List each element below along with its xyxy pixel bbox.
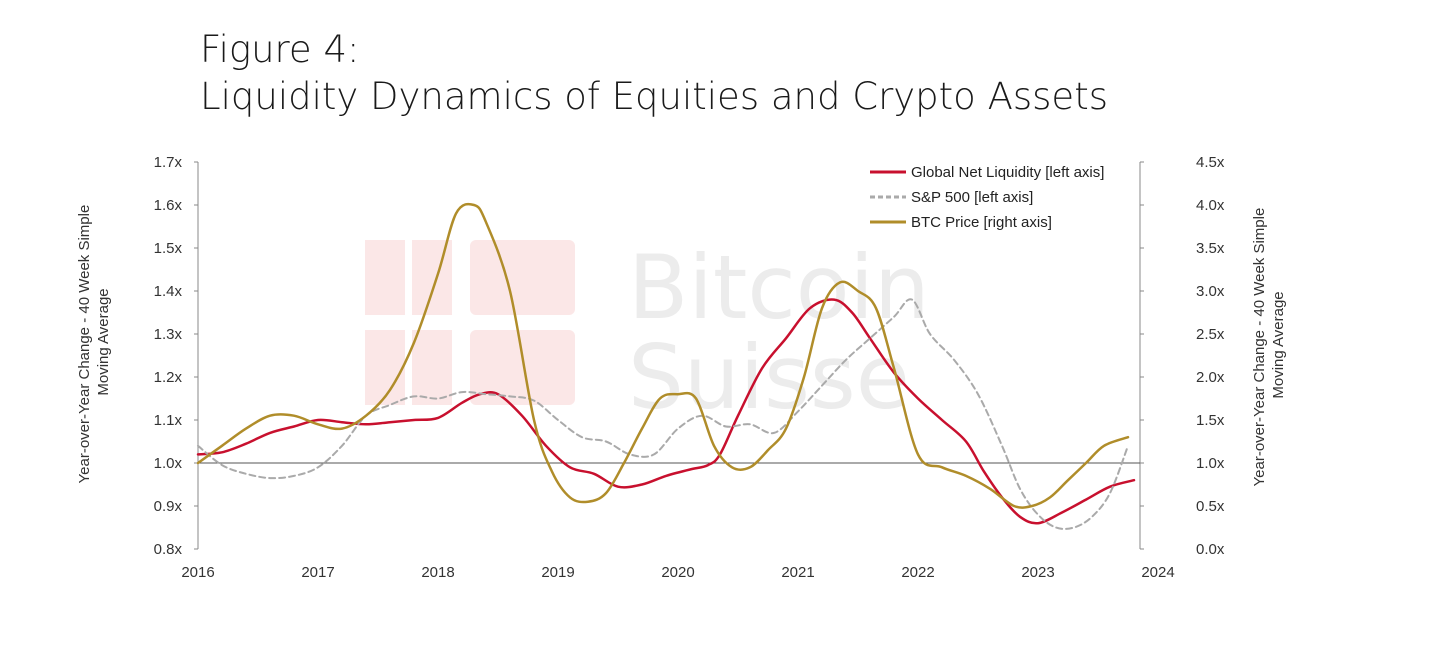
y-tick-left-label: 1.1x xyxy=(154,412,183,429)
y-tick-right-label: 1.5x xyxy=(1196,412,1225,429)
x-tick-label: 2019 xyxy=(541,564,574,581)
y-tick-right-label: 0.0x xyxy=(1196,541,1225,558)
y-tick-left-label: 1.2x xyxy=(154,369,183,386)
y-tick-right-label: 4.0x xyxy=(1196,197,1225,214)
y-tick-right-label: 3.0x xyxy=(1196,283,1225,300)
legend-label-sp500: S&P 500 [left axis] xyxy=(911,189,1033,206)
y-tick-left-label: 1.7x xyxy=(154,154,183,171)
y-tick-left-label: 1.6x xyxy=(154,197,183,214)
y-tick-left-label: 0.9x xyxy=(154,498,183,515)
series-line-btc xyxy=(196,202,1130,509)
y-tick-left-label: 1.5x xyxy=(154,240,183,257)
figure-heading: Liquidity Dynamics of Equities and Crypt… xyxy=(200,75,1108,118)
legend: Global Net Liquidity [left axis] S&P 500… xyxy=(870,164,1104,231)
x-tick-label: 2018 xyxy=(421,564,454,581)
series-line-sp500 xyxy=(197,298,1129,530)
legend-label-btc: BTC Price [right axis] xyxy=(911,214,1052,231)
x-tick-label: 2023 xyxy=(1021,564,1054,581)
y-tick-right-label: 1.0x xyxy=(1196,455,1225,472)
y-tick-right-label: 2.5x xyxy=(1196,326,1225,343)
y-axis-label-right: Year-over-Year Change - 40 Week Simple M… xyxy=(1251,204,1287,487)
y-tick-right-label: 0.5x xyxy=(1196,498,1225,515)
x-tick-label: 2017 xyxy=(301,564,334,581)
watermark-line-2: Suisse xyxy=(628,326,910,429)
y-tick-left-label: 0.8x xyxy=(154,541,183,558)
x-tick-label: 2020 xyxy=(661,564,694,581)
watermark-line-1: Bitcoin xyxy=(628,236,930,339)
y-axis-label-left: Year-over-Year Change - 40 Week Simple M… xyxy=(76,201,112,484)
axes: 0.8x 0.9x 1.0x 1.1x 1.2x 1.3x 1.4x 1.5x 1.6x 1.7x… xyxy=(154,154,1225,581)
figure-title: Figure 4: Liquidity Dynamics of Equities… xyxy=(200,26,1108,120)
figure-number: Figure 4: xyxy=(200,28,360,71)
x-tick-label: 2022 xyxy=(901,564,934,581)
series-line-liquidity xyxy=(196,298,1136,525)
x-tick-label: 2024 xyxy=(1141,564,1174,581)
y-tick-left-label: 1.3x xyxy=(154,326,183,343)
series-layer xyxy=(196,202,1136,530)
legend-label-liquidity: Global Net Liquidity [left axis] xyxy=(911,164,1104,181)
x-tick-label: 2021 xyxy=(781,564,814,581)
y-tick-right-label: 2.0x xyxy=(1196,369,1225,386)
y-tick-right-label: 3.5x xyxy=(1196,240,1225,257)
y-tick-left-label: 1.4x xyxy=(154,283,183,300)
y-tick-left-label: 1.0x xyxy=(154,455,183,472)
x-tick-label: 2016 xyxy=(181,564,214,581)
watermark: Bitcoin Suisse xyxy=(365,236,930,429)
y-tick-right-label: 4.5x xyxy=(1196,154,1225,171)
